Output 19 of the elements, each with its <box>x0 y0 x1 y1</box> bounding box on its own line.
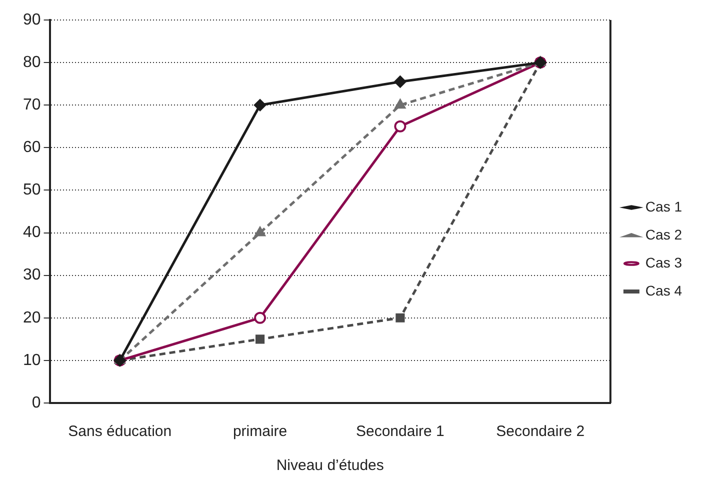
x-tick-label: Secondaire 2 <box>496 423 585 440</box>
x-axis-title: Niveau d’études <box>276 457 384 474</box>
y-tick-label: 80 <box>23 54 41 71</box>
x-tick-label: Secondaire 1 <box>356 423 444 440</box>
y-tick-label: 0 <box>32 394 41 412</box>
y-tick-label: 50 <box>23 182 41 199</box>
y-tick-label: 60 <box>23 139 41 156</box>
legend-label: Cas 1 <box>645 198 682 214</box>
y-tick-label: 20 <box>23 309 41 326</box>
y-tick-label: 30 <box>23 266 41 284</box>
legend-label: Cas 4 <box>645 282 682 298</box>
legend-label: Cas 2 <box>645 226 682 242</box>
x-tick-label: Sans éducation <box>68 423 172 440</box>
legend-label: Cas 3 <box>645 254 682 270</box>
y-tick-label: 10 <box>23 352 41 369</box>
x-tick-label: primaire <box>232 423 288 440</box>
y-tick-label: 90 <box>23 11 41 28</box>
y-tick-label: 40 <box>23 224 41 242</box>
y-tick-label: 70 <box>23 96 41 114</box>
